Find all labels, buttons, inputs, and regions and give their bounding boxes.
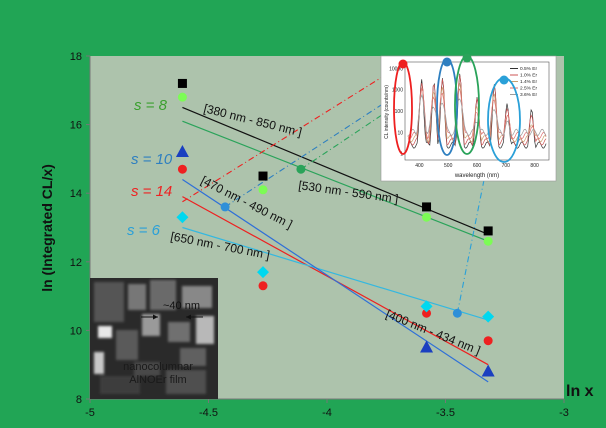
data-point	[177, 164, 187, 174]
inset-dot-green	[462, 53, 472, 63]
data-point	[177, 78, 187, 88]
s-label-14: s = 14	[131, 183, 172, 200]
x-tick-label: -4.5	[199, 407, 218, 419]
inset-microscope-image: ~40 nm nanocolumnar AlNOEr film	[90, 278, 218, 399]
inset-spectrum-curves	[407, 73, 547, 149]
data-point	[176, 211, 189, 224]
y-tick-label: 8	[76, 394, 82, 406]
data-point	[420, 340, 434, 353]
inset-spectrum-curve	[407, 93, 547, 137]
x-tick-labels: -5 -4.5 -4 -3.5 -3	[85, 399, 569, 419]
s-label-10: s = 10	[131, 151, 173, 168]
inset-spectrum-xlabel: wavelength (nm)	[454, 173, 499, 179]
data-point	[482, 310, 495, 323]
s-label-8: s = 8	[134, 97, 168, 114]
data-point	[420, 300, 433, 313]
y-tick-label: 10	[70, 325, 82, 337]
inset-dot-cyan	[499, 75, 509, 85]
fit-line	[182, 178, 489, 383]
inset-x-tick: 800	[530, 163, 539, 169]
image-caption-line1: nanocolumnar	[123, 361, 193, 373]
data-point	[296, 164, 306, 174]
data-point	[422, 308, 432, 318]
x-tick-label: -5	[85, 407, 95, 419]
inset-dot-red	[398, 59, 408, 69]
inset-x-tick: 400	[415, 163, 424, 169]
data-point	[257, 266, 270, 279]
data-point	[452, 308, 462, 318]
fit-lines	[182, 106, 489, 383]
inset-legend-label: 3.6% Er	[520, 92, 537, 98]
x-axis-title: ln x	[566, 383, 594, 400]
data-point	[481, 364, 495, 377]
data-point	[422, 212, 432, 222]
data-markers	[175, 78, 495, 377]
data-point	[422, 202, 432, 212]
inset-y-tick: 1	[400, 152, 403, 158]
data-point	[258, 281, 268, 291]
s-label-6: s = 6	[127, 222, 161, 239]
inset-x-tick: 600	[473, 163, 482, 169]
inset-spectrum-y-ticks: 1 10 100 1000 10000	[389, 66, 403, 157]
inset-spectrum-ylabel: CL intensity (counts/nm)	[384, 85, 390, 139]
inset-spectrum-x-ticks: 400 500 600 700 800	[415, 163, 539, 169]
data-point	[483, 226, 493, 236]
inset-spectrum-curve	[407, 87, 547, 140]
data-point	[175, 145, 189, 158]
data-point	[483, 336, 493, 346]
y-tick-labels: 8 10 12 14 16 18	[70, 51, 90, 406]
y-axis-title: ln (Integrated CL/x)	[39, 164, 55, 292]
inset-y-tick: 100	[395, 109, 404, 115]
inset-legend-label: 1.4% Er	[520, 79, 537, 85]
x-tick-label: -3.5	[436, 407, 455, 419]
scale-label: ~40 nm	[163, 300, 200, 312]
inset-y-tick: 10	[397, 130, 403, 136]
inset-y-tick: 1000	[392, 88, 403, 94]
inset-x-tick: 700	[502, 163, 511, 169]
data-point	[177, 92, 187, 102]
fit-line	[182, 120, 489, 242]
data-point	[483, 236, 493, 246]
data-point	[258, 185, 268, 195]
image-caption-line2: AlNOEr film	[129, 374, 186, 386]
inset-y-tick: 10000	[389, 66, 403, 72]
y-tick-label: 14	[70, 188, 82, 200]
x-tick-label: -3	[559, 407, 569, 419]
data-point	[220, 202, 230, 212]
inset-dot-blue	[442, 57, 452, 67]
y-tick-label: 16	[70, 120, 82, 132]
connector-line	[224, 61, 448, 208]
y-tick-label: 12	[70, 257, 82, 269]
fit-line	[182, 226, 489, 321]
inset-legend-label: 0.5% Er	[520, 66, 537, 72]
inset-legend-label: 1.0% Er	[520, 73, 537, 79]
inset-x-tick: 500	[444, 163, 453, 169]
data-point	[258, 171, 268, 181]
fit-line	[182, 106, 489, 235]
y-tick-label: 18	[70, 51, 82, 63]
x-tick-label: -4	[322, 407, 332, 419]
connector-line	[182, 63, 404, 203]
inset-legend-label: 2.5% Er	[520, 86, 537, 92]
